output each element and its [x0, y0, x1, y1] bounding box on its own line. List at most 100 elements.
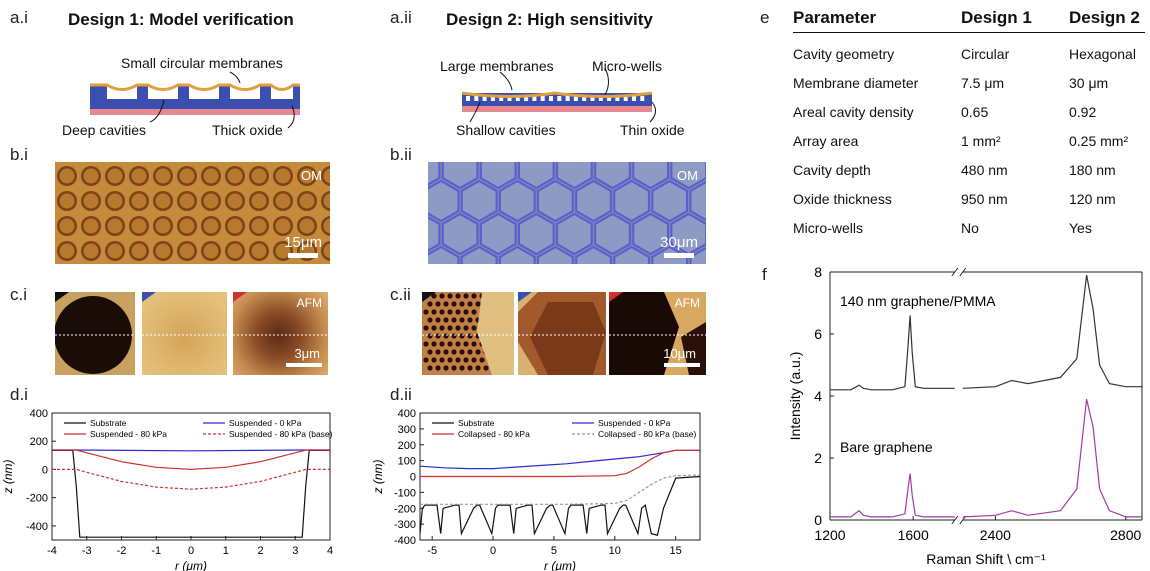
- y-tick-label: -100: [394, 487, 416, 499]
- label-large-membranes: Large membranes: [440, 58, 554, 74]
- scale-label: 30μm: [660, 234, 698, 251]
- afm-suspended-0kpa-design1: [142, 292, 227, 375]
- afm-suspended-80kpa-design1: AFM 3μm: [233, 292, 328, 375]
- micro-well: [615, 96, 620, 101]
- membrane-center: [203, 218, 219, 234]
- x-tick-label: 2800: [1110, 527, 1141, 543]
- micro-well: [439, 309, 445, 315]
- legend-label: Substrate: [90, 418, 127, 428]
- micro-well: [443, 365, 449, 371]
- annotation-pmma: 140 nm graphene/PMMA: [840, 293, 996, 309]
- x-tick-label: 10: [609, 545, 621, 557]
- micro-well: [598, 96, 603, 101]
- membrane-center: [179, 168, 195, 184]
- label-deep-cavities: Deep cavities: [62, 122, 147, 138]
- x-tick-label: 2400: [980, 527, 1011, 543]
- legend-label: Suspended - 80 kPa: [90, 429, 167, 439]
- micro-well: [431, 357, 437, 363]
- micro-well: [455, 341, 461, 347]
- hexagon-membrane: [689, 246, 706, 264]
- membrane-center: [203, 243, 219, 259]
- membrane-center: [251, 218, 267, 234]
- series-line: [419, 449, 700, 470]
- micro-well: [459, 301, 465, 307]
- header-design1: Design 1: [961, 8, 1069, 33]
- micro-well: [455, 309, 461, 315]
- hexagon-membrane: [575, 179, 612, 223]
- y-tick-label: -400: [26, 521, 48, 533]
- scale-bar: [286, 363, 322, 367]
- membrane-center: [275, 168, 291, 184]
- hexagon-membrane: [670, 162, 706, 190]
- micro-well: [475, 301, 481, 307]
- membrane-center: [299, 193, 315, 209]
- series-line: [420, 449, 700, 478]
- afm-tag: AFM: [674, 296, 700, 310]
- afm-substrate-design2: [422, 292, 514, 375]
- header-parameter: Parameter: [793, 8, 961, 33]
- micro-well: [439, 293, 445, 299]
- raman-series-line: [962, 274, 1142, 389]
- chart-profile-design1: -4 -3 -2 -1 0 1 2 3 4 -400 -200 0 200 400 r (μm) z (nm)…: [1, 408, 333, 571]
- x-tick-label: 1: [223, 545, 229, 557]
- membrane-center: [155, 168, 171, 184]
- micro-well: [471, 309, 477, 315]
- micro-well: [435, 365, 441, 371]
- membrane-center: [179, 193, 195, 209]
- micro-well: [463, 341, 469, 347]
- axis-break-mark: [951, 515, 959, 525]
- y-tick-label: 400: [30, 408, 48, 420]
- x-tick-label: -2: [117, 545, 127, 557]
- x-tick-label: 5: [551, 545, 557, 557]
- membrane-center: [275, 218, 291, 234]
- micro-well: [471, 357, 477, 363]
- micro-well: [623, 96, 628, 101]
- hexagon-membrane: [428, 179, 460, 223]
- design2-schematic: [461, 67, 656, 123]
- scale-label: 10μm: [663, 346, 696, 361]
- hexagon-membrane: [428, 216, 441, 252]
- micro-well: [451, 365, 457, 371]
- hexagon-membrane: [537, 245, 574, 264]
- membrane-center: [251, 193, 267, 209]
- micro-well: [463, 309, 469, 315]
- raman-series-line: [962, 398, 1142, 518]
- label-thick-oxide: Thick oxide: [212, 122, 283, 138]
- design1-title: Design 1: Model verification: [68, 10, 294, 29]
- micro-well: [455, 325, 461, 331]
- raman-series-line: [830, 315, 955, 391]
- micro-well: [482, 96, 487, 101]
- panel-label-a-i: a.i: [10, 8, 28, 27]
- x-tick-label: -1: [151, 545, 161, 557]
- membrane-center: [299, 218, 315, 234]
- y-tick-label: -400: [394, 535, 416, 547]
- table-header-row: Parameter Design 1 Design 2: [793, 8, 1145, 33]
- table-row: Cavity depth 480 nm 180 nm: [793, 155, 1145, 184]
- label-thin-oxide: Thin oxide: [620, 122, 685, 138]
- optical-micrograph-design2: OM 30μm: [428, 162, 706, 264]
- chart-raman: 0 2 4 6 8 1200 1600 2400 2800 Raman Shift \ cm⁻¹ I…: [787, 264, 1143, 567]
- membrane-center: [59, 218, 75, 234]
- corner-marker: [422, 292, 436, 302]
- legend-label: Substrate: [458, 418, 495, 428]
- hexagon-membrane: [613, 245, 650, 264]
- micro-well: [515, 96, 520, 101]
- x-tick-label: 15: [670, 545, 682, 557]
- axis-break-mark: [959, 267, 967, 277]
- series-line: [52, 449, 330, 538]
- micro-well: [467, 349, 473, 355]
- param-cell: Areal cavity density: [793, 103, 914, 120]
- membrane-center: [179, 218, 195, 234]
- membrane-center: [251, 243, 267, 259]
- membrane-center: [227, 243, 243, 259]
- membrane-center: [107, 168, 123, 184]
- membrane-center: [323, 218, 330, 234]
- hexagon-membrane: [479, 212, 517, 256]
- panel-label-f: f: [762, 265, 767, 284]
- x-tick-label: 2: [257, 545, 263, 557]
- micro-well: [451, 333, 457, 339]
- hexagon-membrane: [498, 245, 536, 264]
- membrane-center: [323, 168, 330, 184]
- design2-cell: 120 nm: [1069, 190, 1116, 207]
- afm-collapsed-80kpa-design2: AFM 10μm: [609, 292, 706, 375]
